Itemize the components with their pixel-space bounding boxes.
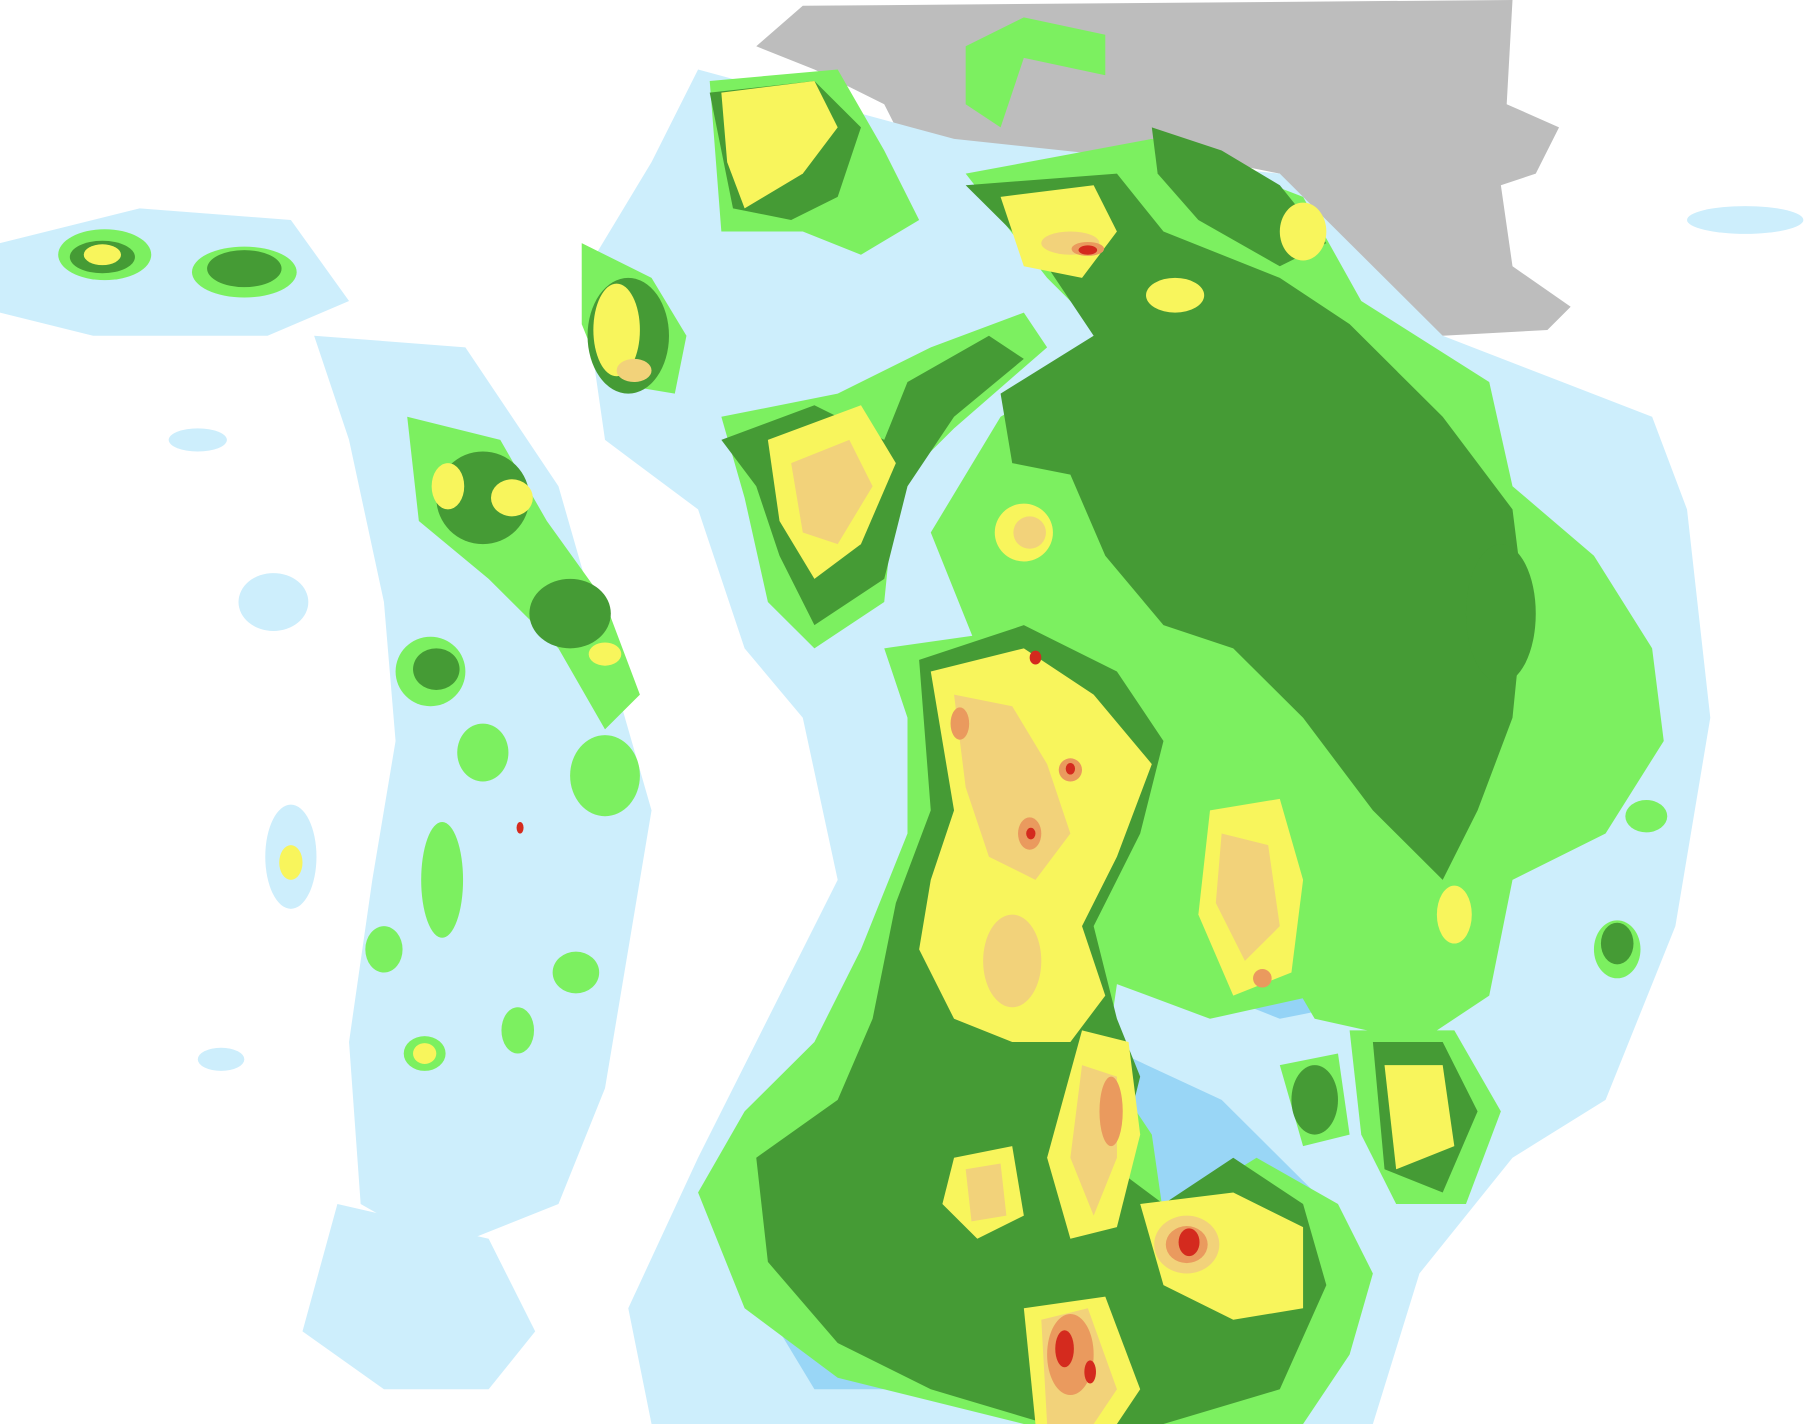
precip-extreme-layer [516,245,1200,1384]
land-mask [756,0,1571,336]
